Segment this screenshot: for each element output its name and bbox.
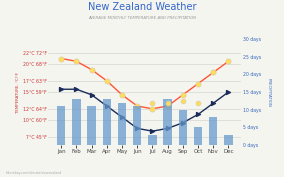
Bar (87, 106, 96, 145)
Point (59, 88, 64, 91)
Point (74, 60, 79, 63)
Bar (148, 135, 156, 145)
Point (196, 113, 200, 116)
Point (74, 88, 79, 91)
Point (226, 91, 231, 93)
Text: AVERAGE MONTHLY TEMPERATURE AND PRECIPITATION: AVERAGE MONTHLY TEMPERATURE AND PRECIPIT… (88, 16, 196, 20)
Point (120, 93, 124, 96)
Point (165, 101, 170, 104)
Bar (118, 103, 126, 145)
Bar (103, 99, 111, 145)
Point (181, 93, 185, 96)
Point (150, 101, 155, 104)
Bar (209, 117, 218, 145)
Text: New Zealand Weather: New Zealand Weather (88, 2, 196, 12)
Y-axis label: PRECIPITATION: PRECIPITATION (267, 78, 271, 107)
Point (89, 68, 94, 71)
Point (150, 107, 155, 110)
Bar (194, 127, 202, 145)
Bar (164, 99, 172, 145)
Point (59, 57, 64, 60)
Point (211, 102, 216, 105)
Text: hikersbay.com/climate/newzealand: hikersbay.com/climate/newzealand (6, 171, 62, 175)
Point (135, 127, 139, 130)
Point (165, 127, 170, 130)
Point (226, 60, 231, 63)
Bar (133, 106, 141, 145)
Point (196, 101, 200, 104)
Point (105, 79, 109, 82)
Bar (224, 135, 233, 145)
Point (181, 99, 185, 102)
Bar (72, 99, 81, 145)
Y-axis label: TEMPERATURE, °C/°F: TEMPERATURE, °C/°F (16, 72, 20, 113)
Point (120, 116, 124, 119)
Point (135, 105, 139, 107)
Point (211, 71, 216, 74)
Point (89, 93, 94, 96)
Bar (57, 106, 65, 145)
Point (181, 121, 185, 124)
Point (105, 105, 109, 107)
Point (150, 130, 155, 133)
Bar (179, 110, 187, 145)
Point (165, 105, 170, 107)
Point (196, 82, 200, 85)
